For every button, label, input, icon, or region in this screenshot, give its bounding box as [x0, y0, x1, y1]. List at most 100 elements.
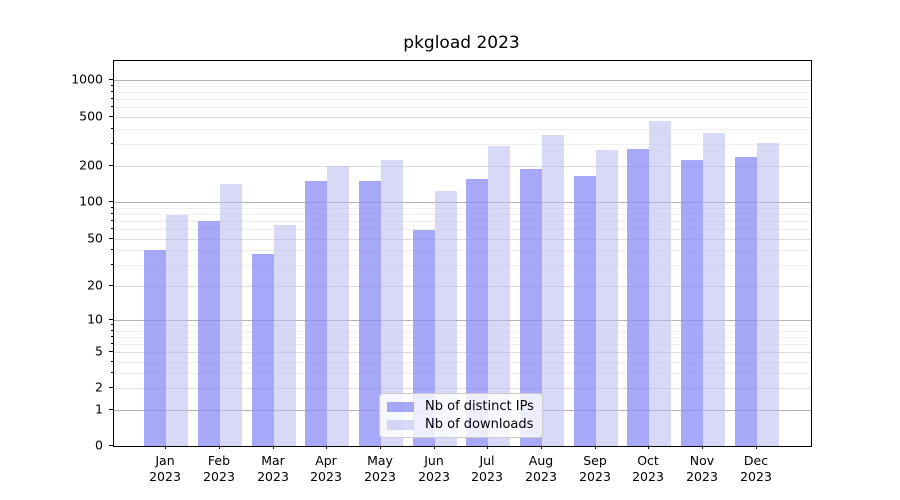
legend-swatch-distinct-ips-icon	[387, 401, 414, 412]
y-minor-tick	[111, 98, 113, 99]
x-tick-year: 2023	[310, 469, 342, 484]
y-tick	[109, 351, 113, 352]
x-tick-month: May	[367, 453, 393, 468]
x-tick-month: Feb	[207, 453, 231, 468]
legend-item-distinct-ips: Nb of distinct IPs	[387, 399, 535, 414]
bar-downloads-jun	[435, 191, 457, 446]
x-tick-year: 2023	[471, 469, 503, 484]
y-tick	[109, 319, 113, 320]
y-tick	[109, 165, 113, 166]
gridline-minor	[114, 337, 811, 338]
gridline-minor	[114, 373, 811, 374]
gridline-minor	[114, 362, 811, 363]
y-minor-tick	[111, 343, 113, 344]
gridline-minor	[114, 250, 811, 251]
gridline-minor	[114, 214, 811, 215]
x-tick-month: Jan	[155, 453, 175, 468]
x-tick	[541, 445, 542, 449]
gridline	[114, 320, 811, 321]
x-tick	[487, 445, 488, 449]
x-tick-year: 2023	[632, 469, 664, 484]
gridline	[114, 286, 811, 287]
y-minor-tick	[111, 128, 113, 129]
x-tick	[595, 445, 596, 449]
y-minor-tick	[111, 249, 113, 250]
x-tick-label-dec: Dec 2023	[724, 453, 788, 485]
y-tick	[109, 409, 113, 410]
bar-distinct_ips-feb	[198, 221, 220, 446]
bar-downloads-nov	[703, 133, 725, 446]
x-tick-year: 2023	[149, 469, 181, 484]
y-tick-label: 200	[79, 157, 103, 173]
x-tick-year: 2023	[364, 469, 396, 484]
bar-downloads-sep	[596, 150, 618, 446]
bar-distinct_ips-nov	[681, 160, 703, 446]
x-tick-label-sep: Sep 2023	[563, 453, 627, 485]
x-tick	[165, 445, 166, 449]
gridline	[114, 352, 811, 353]
x-tick-label-feb: Feb 2023	[187, 453, 251, 485]
x-tick-year: 2023	[740, 469, 772, 484]
y-minor-tick	[111, 228, 113, 229]
y-minor-tick	[111, 361, 113, 362]
y-tick-label: 10	[87, 311, 103, 327]
gridline-minor	[114, 86, 811, 87]
x-tick	[326, 445, 327, 449]
bar-downloads-jul	[488, 146, 510, 446]
bar-downloads-may	[381, 160, 403, 446]
x-tick	[380, 445, 381, 449]
x-tick	[702, 445, 703, 449]
x-tick-label-jul: Jul 2023	[455, 453, 519, 485]
y-tick-label: 20	[87, 277, 103, 293]
y-minor-tick	[111, 330, 113, 331]
x-tick-label-aug: Aug 2023	[509, 453, 573, 485]
plot-area	[113, 60, 812, 447]
x-tick-year: 2023	[257, 469, 289, 484]
y-minor-tick	[111, 372, 113, 373]
bar-downloads-feb	[220, 184, 242, 446]
x-tick-month: Dec	[743, 453, 769, 468]
bar-distinct_ips-jul	[466, 179, 488, 446]
gridline	[114, 117, 811, 118]
x-tick-month: Mar	[261, 453, 285, 468]
x-tick	[219, 445, 220, 449]
x-tick-label-jun: Jun 2023	[402, 453, 466, 485]
bar-distinct_ips-sep	[574, 176, 596, 446]
y-minor-tick	[111, 264, 113, 265]
legend-swatch-downloads-icon	[387, 419, 414, 430]
gridline-minor	[114, 344, 811, 345]
gridline	[114, 80, 811, 81]
x-tick-year: 2023	[579, 469, 611, 484]
gridline	[114, 239, 811, 240]
bar-distinct_ips-oct	[627, 149, 649, 446]
x-tick-label-may: May 2023	[348, 453, 412, 485]
gridline	[114, 388, 811, 389]
y-tick	[109, 238, 113, 239]
y-minor-tick	[111, 91, 113, 92]
y-tick	[109, 445, 113, 446]
gridline-minor	[114, 92, 811, 93]
y-tick-label: 0	[95, 437, 103, 453]
gridline-minor	[114, 99, 811, 100]
y-minor-tick	[111, 85, 113, 86]
legend: Nb of distinct IPs Nb of downloads	[379, 393, 543, 438]
x-tick-label-jan: Jan 2023	[133, 453, 197, 485]
x-tick-month: Nov	[689, 453, 715, 468]
x-tick-month: Sep	[583, 453, 607, 468]
y-tick	[109, 201, 113, 202]
gridline-minor	[114, 265, 811, 266]
y-tick	[109, 387, 113, 388]
x-tick	[434, 445, 435, 449]
gridline-minor	[114, 107, 811, 108]
y-tick	[109, 79, 113, 80]
bar-distinct_ips-mar	[252, 254, 274, 446]
gridline	[114, 202, 811, 203]
y-minor-tick	[111, 207, 113, 208]
bar-distinct_ips-dec	[735, 157, 757, 446]
x-tick-year: 2023	[418, 469, 450, 484]
x-tick-label-mar: Mar 2023	[241, 453, 305, 485]
y-tick-label: 50	[87, 230, 103, 246]
y-tick-label: 500	[79, 108, 103, 124]
x-tick-label-oct: Oct 2023	[616, 453, 680, 485]
